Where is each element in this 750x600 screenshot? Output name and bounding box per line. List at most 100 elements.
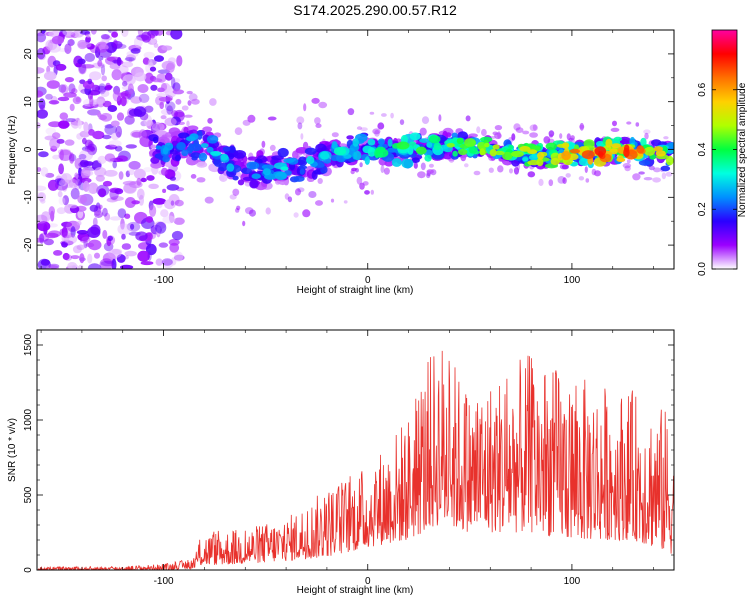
spectrogram-noise-blob: [120, 96, 127, 107]
spectrogram-ridge-blob: [569, 148, 581, 154]
spectrogram-halo-blob: [428, 163, 434, 168]
spectrogram-noise-blob: [160, 108, 172, 116]
spectrogram-halo-blob: [343, 200, 348, 204]
spectrogram-ridge-blob: [613, 136, 623, 142]
spectrogram-noise-blob: [121, 243, 132, 250]
spectrogram-noise-blob: [174, 251, 184, 262]
spectrogram-noise-blob: [92, 130, 105, 140]
spectrogram-noise-blob: [74, 157, 83, 170]
spectrogram-noise-blob: [135, 231, 148, 241]
spectrogram-ridge-blob: [391, 158, 402, 167]
spectrogram-halo-blob: [317, 178, 323, 184]
snr-y-tick-label: 1500: [23, 333, 34, 356]
snr-y-tick-label: 500: [23, 486, 34, 503]
spectrogram-noise-blob: [122, 80, 128, 87]
spectrogram-noise-blob: [40, 259, 51, 266]
spectrogram-noise-blob: [92, 217, 98, 227]
spectrogram-halo-blob: [315, 123, 322, 128]
spectrogram-ridge-blob: [464, 138, 476, 147]
spectrogram-noise-blob: [100, 34, 110, 40]
spectrogram-noise-blob: [104, 212, 111, 221]
spectrogram-x-tick-label: 100: [564, 275, 581, 286]
spectrogram-halo-blob: [465, 115, 471, 122]
spectrogram-noise-blob: [128, 160, 141, 170]
spectrogram-halo-blob: [511, 133, 516, 141]
spectrogram-noise-blob: [76, 230, 88, 235]
spectrogram-noise-blob: [152, 198, 167, 205]
spectrogram-noise-blob: [79, 149, 94, 161]
spectrogram-halo-blob: [632, 173, 641, 181]
spectrogram-ridge-blob: [262, 168, 271, 176]
spectrogram-noise-blob: [46, 80, 60, 89]
spectrogram-ridge-blob: [186, 146, 193, 154]
snr-frame: [36, 329, 675, 571]
spectrogram-y-tick-label: -20: [23, 237, 34, 252]
spectrogram-noise-blob: [76, 220, 82, 226]
spectrogram-halo-blob: [419, 127, 427, 136]
spectrogram-noise-blob: [84, 145, 96, 153]
spectrogram-halo-blob: [204, 196, 214, 204]
spectrogram-noise-blob: [137, 250, 150, 262]
spectrogram-ridge-blob: [655, 150, 666, 157]
spectrogram-noise-blob: [147, 251, 152, 261]
spectrogram-noise-blob: [79, 159, 89, 168]
spectrogram-noise-blob: [82, 180, 90, 192]
spectrogram-ridge-blob: [315, 143, 327, 154]
spectrogram-halo-blob: [302, 209, 311, 218]
spectrogram-noise-blob: [37, 192, 47, 202]
spectrogram-noise-blob: [81, 64, 95, 69]
spectrogram-noise-blob: [125, 144, 137, 149]
spectrogram-halo-blob: [177, 121, 185, 126]
spectrogram-ridge-blob: [433, 142, 442, 151]
spectrogram-halo-blob: [652, 177, 661, 183]
spectrogram-noise-blob: [127, 83, 134, 95]
spectrogram-noise-blob: [116, 155, 128, 162]
spectrogram-ridge-blob: [387, 138, 393, 147]
spectrogram-noise-blob: [114, 188, 124, 195]
spectrogram-ridge-blob: [616, 157, 626, 162]
snr-x-tick-label: -100: [154, 576, 174, 587]
spectrogram-ridge-blob: [636, 145, 645, 154]
spectrogram-noise-blob: [134, 72, 147, 82]
spectrogram-noise-blob: [98, 188, 107, 198]
spectrogram-noise-blob: [176, 55, 183, 67]
spectrogram-y-label: Frequency (Hz): [7, 116, 18, 185]
spectrogram-ridge-blob: [298, 165, 308, 170]
spectrogram-noise-blob: [105, 82, 111, 91]
spectrogram-noise-blob: [120, 218, 125, 231]
spectrogram-halo-blob: [417, 171, 426, 179]
spectrogram-halo-blob: [295, 188, 301, 196]
spectrogram-noise-blob: [158, 96, 173, 102]
spectrogram-noise-blob: [86, 104, 99, 109]
spectrogram-ridge-blob: [346, 135, 354, 140]
spectrogram-noise-blob: [79, 253, 85, 264]
spectrogram-halo-blob: [165, 95, 174, 101]
spectrogram-y-ticks: -20 -10 0 10 20: [23, 29, 674, 270]
spectrogram-noise-blob: [172, 82, 181, 92]
spectrogram-noise-blob: [143, 51, 155, 59]
spectrogram-halo-blob: [509, 168, 513, 174]
spectrogram-noise-blob: [81, 236, 91, 243]
spectrogram-noise-blob: [164, 199, 176, 210]
spectrogram-noise-blob: [56, 138, 65, 144]
spectrogram-noise-blob: [116, 57, 122, 66]
spectrogram-halo-blob: [464, 163, 469, 168]
spectrogram-noise-blob: [52, 132, 61, 140]
spectrogram-halo-blob: [347, 108, 355, 116]
spectrogram-noise-blob: [95, 174, 105, 182]
spectrogram-halo-blob: [303, 103, 307, 112]
spectrogram-noise-blob: [101, 75, 107, 82]
spectrogram-x-tick-label: -100: [154, 275, 174, 286]
spectrogram-noise-blob: [78, 41, 92, 49]
spectrogram-ridge-blob: [386, 147, 398, 153]
spectrogram-halo-blob: [383, 167, 390, 175]
spectrogram-noise-blob: [68, 178, 78, 189]
spectrogram-noise-blob: [89, 204, 99, 212]
spectrogram-halo-blob: [570, 135, 575, 141]
spectrogram-ridge-blob: [150, 144, 157, 149]
spectrogram-noise-blob: [121, 233, 126, 240]
spectrogram-noise-blob: [162, 188, 167, 193]
spectrogram-halo-blob: [420, 162, 426, 171]
spectrogram-noise-blob: [173, 78, 181, 83]
